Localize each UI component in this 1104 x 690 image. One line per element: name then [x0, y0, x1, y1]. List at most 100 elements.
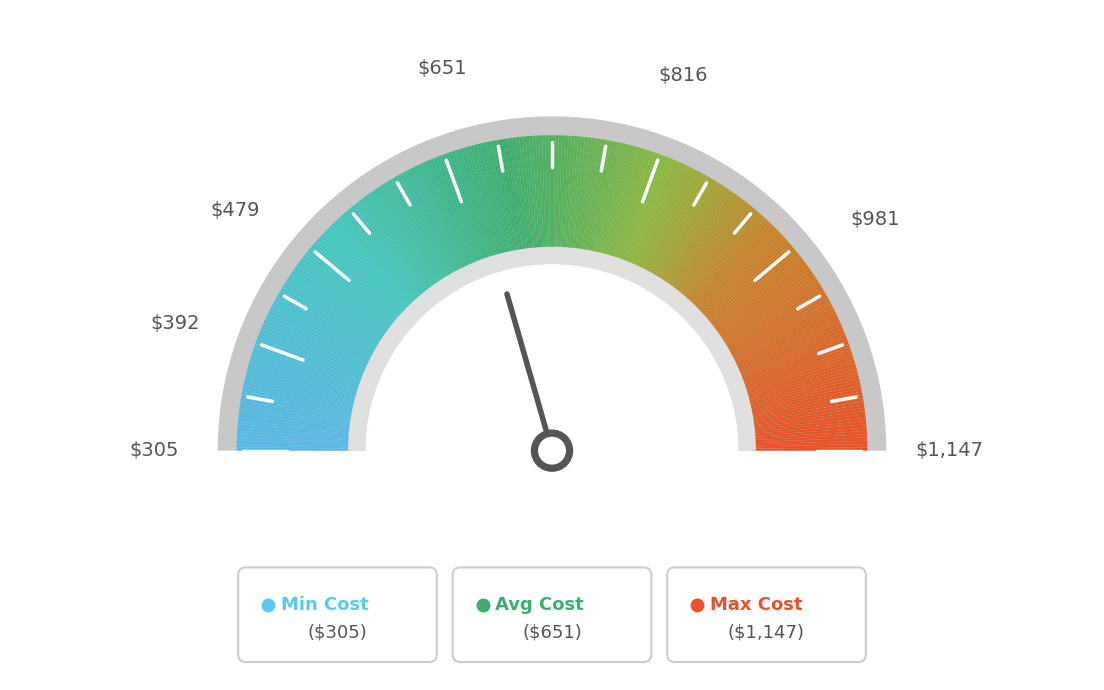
Wedge shape — [599, 144, 630, 258]
Wedge shape — [561, 135, 569, 253]
Text: $392: $392 — [150, 315, 200, 333]
Wedge shape — [624, 156, 668, 266]
Wedge shape — [266, 313, 373, 366]
Text: $981: $981 — [851, 210, 901, 230]
Wedge shape — [750, 421, 867, 434]
Wedge shape — [529, 136, 540, 253]
Wedge shape — [730, 310, 836, 364]
Wedge shape — [241, 398, 357, 420]
Wedge shape — [460, 148, 497, 260]
Wedge shape — [242, 391, 357, 415]
Wedge shape — [713, 265, 809, 335]
Text: $816: $816 — [658, 66, 708, 85]
Wedge shape — [604, 146, 637, 259]
Wedge shape — [545, 135, 550, 252]
Wedge shape — [242, 388, 358, 413]
Wedge shape — [662, 188, 730, 286]
Wedge shape — [519, 137, 533, 253]
Wedge shape — [247, 366, 361, 400]
Wedge shape — [364, 195, 435, 291]
Wedge shape — [710, 260, 805, 332]
Wedge shape — [750, 424, 867, 436]
Wedge shape — [412, 167, 466, 273]
Wedge shape — [718, 276, 817, 342]
Wedge shape — [711, 263, 807, 334]
Wedge shape — [658, 184, 724, 284]
Wedge shape — [609, 149, 646, 261]
Wedge shape — [564, 136, 575, 253]
Wedge shape — [512, 137, 529, 253]
Wedge shape — [394, 176, 455, 279]
Wedge shape — [325, 230, 410, 313]
Text: $479: $479 — [211, 201, 261, 220]
Wedge shape — [751, 441, 868, 446]
Wedge shape — [552, 135, 555, 252]
Wedge shape — [736, 331, 846, 377]
Wedge shape — [343, 212, 422, 302]
Bar — [217, 451, 887, 529]
Wedge shape — [640, 168, 696, 274]
Wedge shape — [615, 152, 656, 263]
Wedge shape — [361, 197, 434, 293]
Wedge shape — [408, 168, 464, 274]
Wedge shape — [692, 228, 777, 312]
Wedge shape — [595, 143, 624, 257]
Wedge shape — [300, 257, 395, 331]
Wedge shape — [593, 142, 620, 257]
Wedge shape — [284, 282, 384, 346]
Wedge shape — [499, 139, 521, 255]
Wedge shape — [612, 150, 649, 262]
Wedge shape — [291, 270, 389, 339]
Wedge shape — [651, 177, 712, 279]
Wedge shape — [274, 299, 378, 357]
Wedge shape — [666, 192, 735, 288]
Wedge shape — [708, 255, 802, 329]
Wedge shape — [577, 138, 595, 254]
Wedge shape — [750, 417, 866, 432]
Wedge shape — [307, 250, 399, 326]
Wedge shape — [385, 181, 449, 282]
Wedge shape — [724, 293, 827, 353]
Wedge shape — [389, 179, 450, 281]
Wedge shape — [607, 148, 644, 260]
Wedge shape — [378, 186, 444, 285]
Wedge shape — [400, 172, 458, 277]
Wedge shape — [622, 155, 665, 265]
Wedge shape — [630, 161, 680, 269]
Wedge shape — [648, 175, 707, 277]
Wedge shape — [237, 431, 353, 440]
Wedge shape — [277, 293, 380, 353]
Wedge shape — [743, 363, 856, 397]
Wedge shape — [687, 219, 768, 306]
Wedge shape — [573, 137, 588, 253]
Wedge shape — [716, 273, 815, 341]
Wedge shape — [667, 194, 737, 290]
Wedge shape — [742, 359, 854, 395]
Wedge shape — [480, 143, 509, 257]
Text: Avg Cost: Avg Cost — [496, 596, 584, 614]
Wedge shape — [421, 163, 471, 270]
Wedge shape — [664, 190, 732, 288]
Wedge shape — [264, 319, 371, 370]
Wedge shape — [255, 341, 365, 384]
Wedge shape — [286, 279, 385, 344]
Wedge shape — [238, 415, 354, 430]
Wedge shape — [237, 424, 354, 436]
Wedge shape — [749, 404, 864, 424]
Wedge shape — [542, 135, 548, 252]
Wedge shape — [372, 190, 440, 288]
Wedge shape — [245, 375, 359, 405]
Wedge shape — [746, 382, 860, 409]
Wedge shape — [268, 310, 374, 364]
FancyBboxPatch shape — [238, 567, 437, 662]
Wedge shape — [309, 247, 401, 324]
Wedge shape — [417, 164, 469, 271]
Wedge shape — [707, 252, 799, 327]
Wedge shape — [705, 250, 797, 326]
Wedge shape — [747, 391, 862, 415]
Wedge shape — [726, 299, 830, 357]
Wedge shape — [374, 188, 442, 286]
Wedge shape — [240, 408, 355, 426]
Wedge shape — [697, 235, 784, 316]
Wedge shape — [566, 136, 578, 253]
